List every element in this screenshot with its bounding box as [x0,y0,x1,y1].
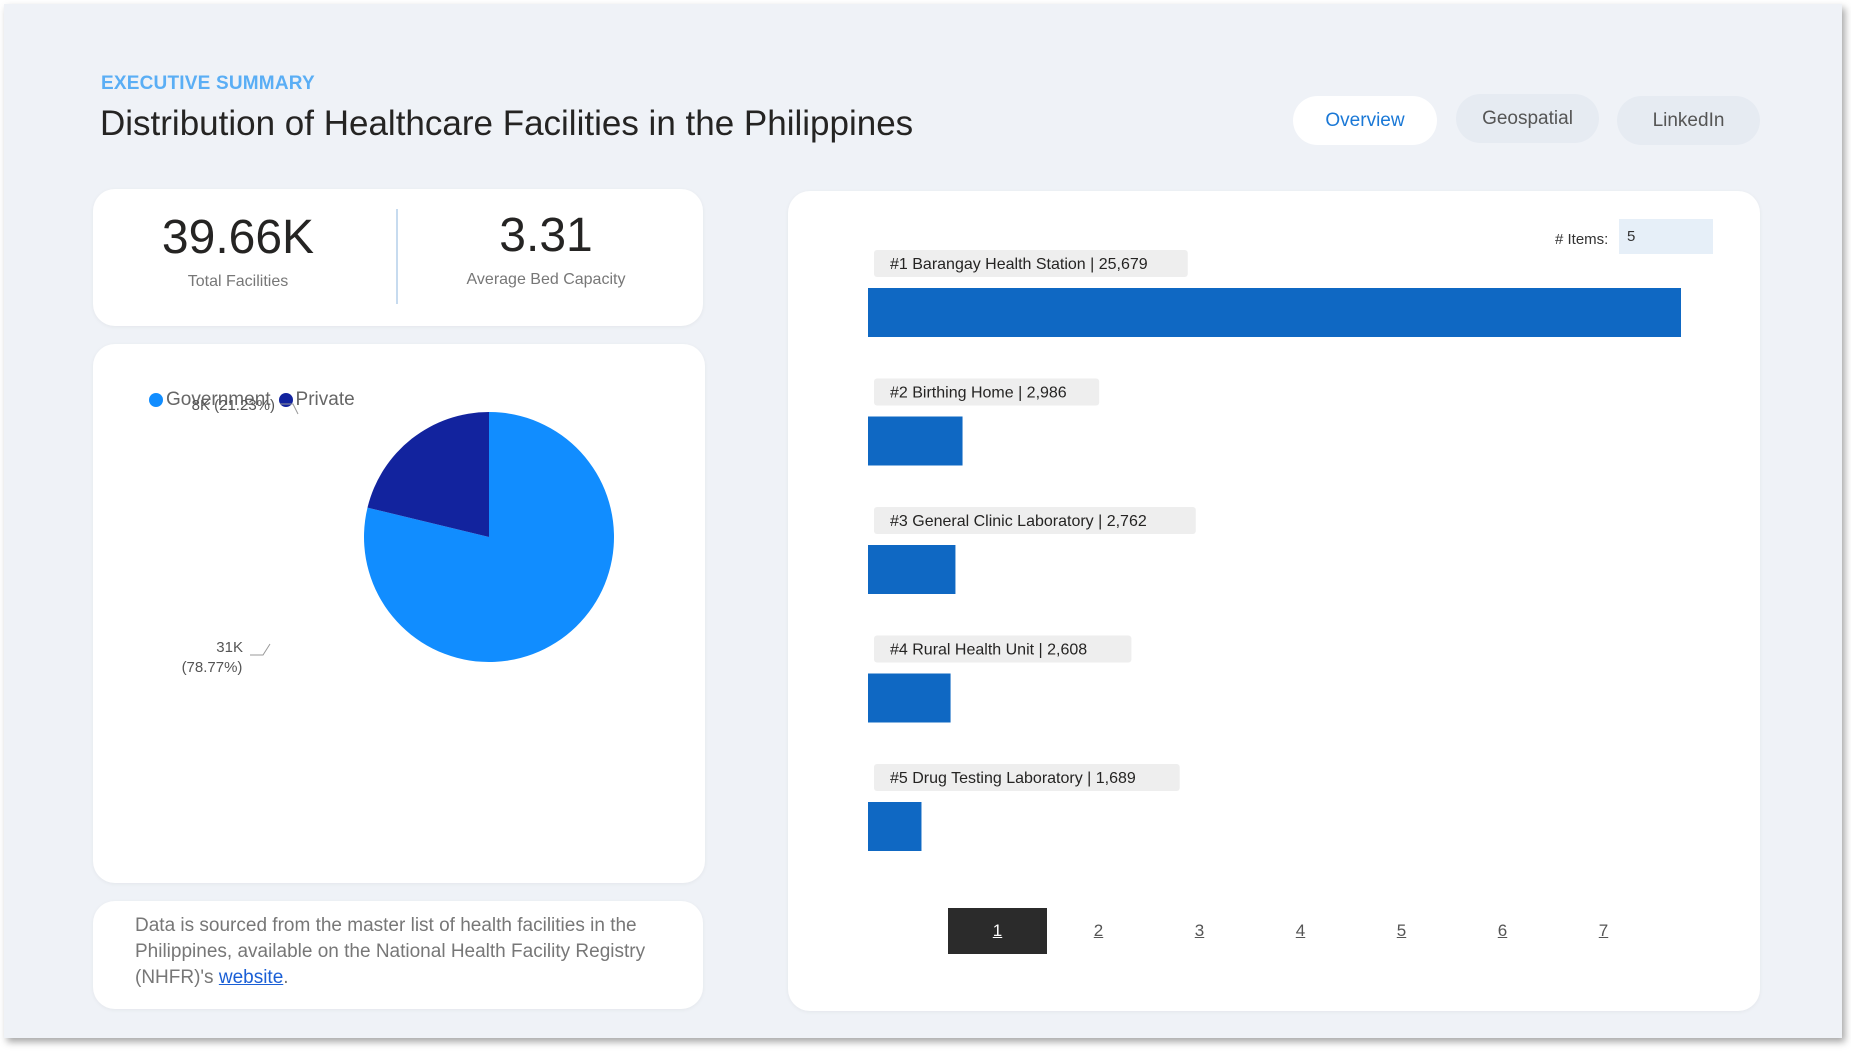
pie-label-private: 8K (21.23%) [192,397,275,414]
bar-label-4: #4 Rural Health Unit | 2,608 [890,642,1087,659]
kpi-card: 39.66K Total Facilities 3.31 Average Bed… [93,189,703,326]
bar-label-chip-2 [874,378,1100,406]
legend-label-government: Government [166,389,271,410]
average-bed-capacity-label: Average Bed Capacity [466,271,626,289]
average-bed-capacity-value: 3.31 [499,209,593,262]
legend-dot-government [149,393,163,407]
tab-overview[interactable]: Overview [1293,96,1437,145]
bar-1[interactable] [868,288,1681,337]
pie-legend: Government Private [149,389,363,411]
bar-label-3: #3 General Clinic Laboratory | 2,762 [890,513,1147,530]
pie-chart-card: Government Private 8K (21.23%) 31K (78.77%… [93,344,705,883]
eyebrow-label: EXECUTIVE SUMMARY [101,73,315,94]
source-note-end: . [283,967,289,988]
bar-chart: #1 Barangay Health Station | 25,679 #2 Bi… [868,250,1681,851]
bar-label-chip-3 [874,507,1196,534]
kpi-average-bed-capacity: 3.31 Average Bed Capacity [401,209,691,289]
tab-linkedin[interactable]: LinkedIn [1617,96,1760,145]
bar-chart-card: # Items: #1 Barangay Health Station | 25… [788,191,1760,1011]
page-button-7[interactable]: 7 [1598,921,1609,940]
pie-label-government-value: 31K [216,639,243,656]
items-count-input[interactable] [1619,219,1713,254]
bar-label-2: #2 Birthing Home | 2,986 [890,385,1067,402]
page-button-1[interactable]: 1 [948,908,1047,954]
page-button-2[interactable]: 2 [1093,921,1104,940]
page-title: Distribution of Healthcare Facilities in… [100,104,914,143]
bar-2[interactable] [868,416,963,466]
website-link[interactable]: website [218,967,284,988]
page-button-6[interactable]: 6 [1497,921,1508,940]
pagination: 1 2 3 4 5 6 7 [948,908,1728,954]
page-button-3[interactable]: 3 [1194,921,1205,940]
legend-item-government[interactable]: Government [149,389,271,411]
pie-label-government-pct: (78.77%) [182,659,243,676]
pie-label-leader-government [250,643,271,656]
kpi-divider [396,209,398,304]
bar-label-chip-4 [874,635,1132,663]
total-facilities-value: 39.66K [161,211,315,264]
page-button-5[interactable]: 5 [1396,921,1407,940]
total-facilities-label: Total Facilities [187,273,289,291]
legend-label-private: Private [295,389,355,410]
pie-label-leader-private [280,403,299,415]
pie-slice-private[interactable] [367,412,489,537]
bar-label-chip-5 [874,764,1180,791]
source-note: Data is sourced from the master list of … [135,913,675,991]
dashboard-frame: EXECUTIVE SUMMARY Distribution of Health… [4,4,1842,1038]
source-note-text: Data is sourced from the master list of … [135,915,646,988]
kpi-total-facilities: 39.66K Total Facilities [93,211,383,291]
items-count-label: # Items: [1555,231,1609,248]
bar-5[interactable] [868,802,922,851]
bar-label-1: #1 Barangay Health Station | 25,679 [890,256,1148,273]
bar-4[interactable] [868,673,951,723]
page-button-4[interactable]: 4 [1295,921,1306,940]
source-note-card: Data is sourced from the master list of … [93,901,703,1009]
pie-chart: 8K (21.23%) 31K (78.77%) [182,397,614,676]
bar-label-chip-1 [874,250,1188,277]
tab-geospatial[interactable]: Geospatial [1456,94,1599,143]
bar-3[interactable] [868,545,956,594]
bar-label-5: #5 Drug Testing Laboratory | 1,689 [890,770,1136,787]
